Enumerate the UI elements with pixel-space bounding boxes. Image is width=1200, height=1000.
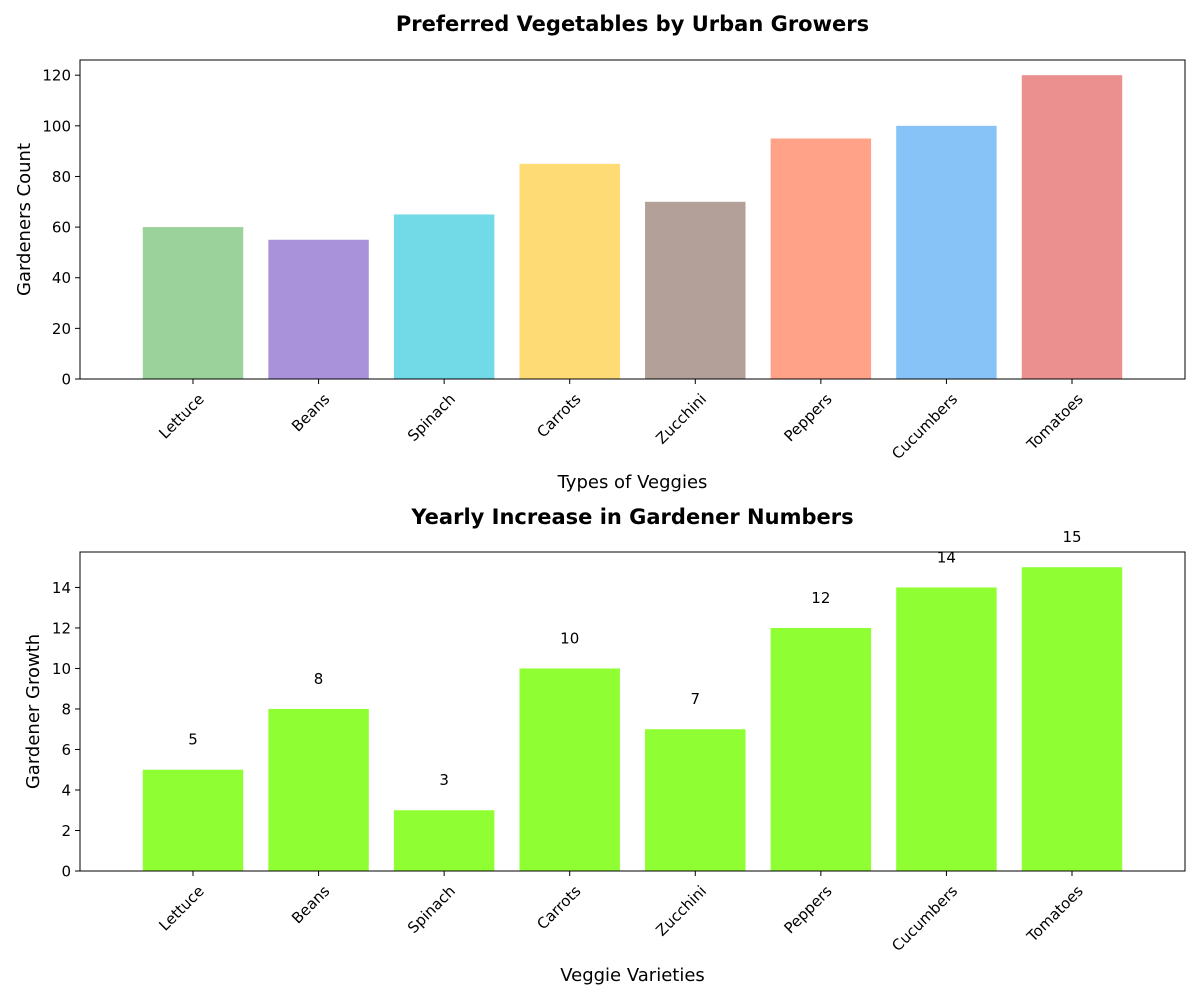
bar-carrots [519,668,620,871]
x-tick-label-peppers: Peppers [780,882,835,937]
x-tick-label-cucumbers: Cucumbers [888,882,961,955]
y-tick-label: 8 [61,700,71,718]
x-tick-label-spinach: Spinach [404,882,459,937]
data-label-peppers: 12 [811,589,830,607]
gardener-growth-chart: Yearly Increase in Gardener Numbers 5 8 3 10… [23,505,1186,986]
x-tick-label-beans: Beans [288,882,333,927]
data-label-cucumbers: 14 [937,548,956,566]
x-tick-label-zucchini: Zucchini [652,882,710,940]
y-tick-label: 100 [42,117,71,135]
y-tick-label: 80 [52,168,71,186]
x-tick-label-beans: Beans [288,390,333,435]
y-tick-label: 6 [61,741,71,759]
y-axis-label: Gardener Growth [23,634,44,789]
y-tick-label: 40 [52,269,71,287]
y-tick-label: 10 [52,660,71,678]
x-tick-label-lettuce: Lettuce [155,390,207,442]
x-tick-label-zucchini: Zucchini [652,390,710,448]
vegetable-preference-chart: Preferred Vegetables by Urban Growers 0 20… [14,12,1186,493]
chart-title: Preferred Vegetables by Urban Growers [396,12,869,36]
bar-carrots [519,163,620,379]
bar-spinach [393,810,495,871]
bar-cucumbers [896,125,997,379]
x-axis-label: Veggie Varieties [560,965,705,986]
data-label-zucchini: 7 [691,690,701,708]
chart-title: Yearly Increase in Gardener Numbers [410,505,853,529]
x-axis-label: Types of Veggies [557,472,708,493]
x-tick-label-tomatoes: Tomatoes [1023,390,1087,454]
bar-spinach [393,214,495,379]
bar-cucumbers [896,587,997,871]
data-label-carrots: 10 [560,629,579,647]
y-tick-label: 14 [52,579,71,597]
bar-peppers [770,138,872,379]
bar-tomatoes [1021,75,1123,379]
plot-frame [79,59,1186,380]
y-tick-label: 60 [52,219,71,237]
data-label-tomatoes: 15 [1062,528,1081,546]
bar-beans [268,239,369,379]
x-tick-label-carrots: Carrots [533,390,584,441]
y-tick-label: 2 [61,822,71,840]
data-label-spinach: 3 [439,771,449,789]
y-tick-label: 4 [61,781,71,799]
bar-zucchini [645,201,746,379]
y-tick-label: 12 [52,619,71,637]
y-tick-label: 120 [42,67,71,85]
bar-lettuce [142,769,244,871]
y-tick-label: 0 [61,863,71,881]
y-tick-label: 20 [52,320,71,338]
x-tick-label-spinach: Spinach [404,390,459,445]
bar-lettuce [142,227,244,379]
x-tick-label-lettuce: Lettuce [155,882,207,934]
x-tick-label-tomatoes: Tomatoes [1023,882,1087,946]
data-label-beans: 8 [314,670,324,688]
bar-tomatoes [1021,567,1123,871]
y-tick-label: 0 [61,371,71,389]
y-axis-label: Gardeners Count [14,143,35,296]
bar-peppers [770,627,872,871]
bar-zucchini [645,729,746,871]
x-tick-label-carrots: Carrots [533,882,584,933]
plot-frame [79,551,1186,872]
bar-beans [268,708,369,871]
x-tick-label-peppers: Peppers [780,390,835,445]
x-tick-label-cucumbers: Cucumbers [888,390,961,463]
data-label-lettuce: 5 [188,731,198,749]
